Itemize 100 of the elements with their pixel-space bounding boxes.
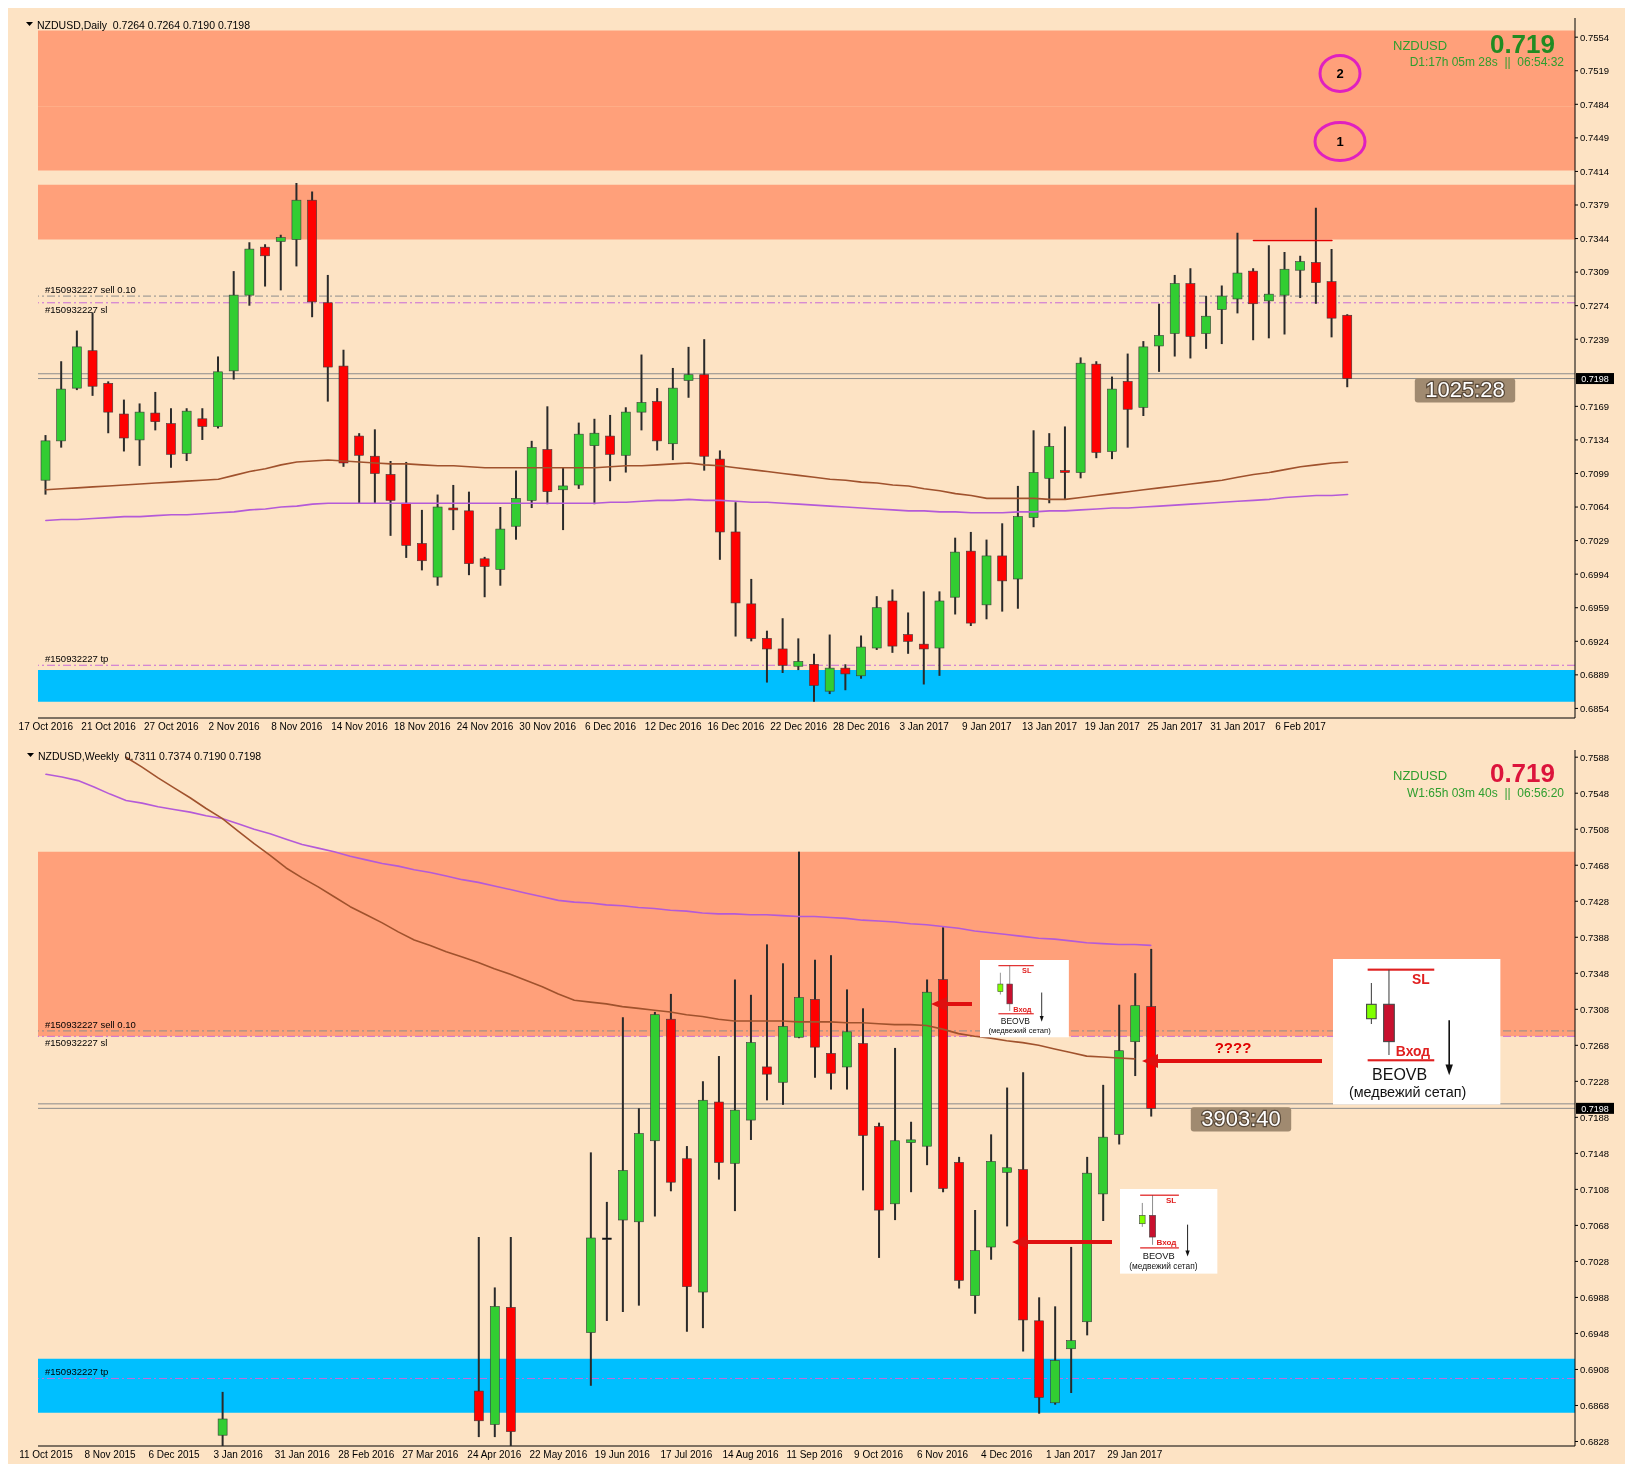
candlestick [683,346,694,398]
x-tick-label: 31 Jan 2016 [274,1449,331,1461]
x-tick-label: 11 Sep 2016 [786,1449,843,1461]
y-tick-label: 0.7134 [1580,434,1610,446]
annotation: W1:65h 03m 40s || 06:56:20 [1407,786,1565,800]
ref-line-label: 0.7198 [1581,1103,1609,1114]
annotation: 0.719 [1489,758,1555,788]
y-tick-label: 0.7148 [1580,1147,1610,1159]
y-tick-label: 0.6868 [1580,1399,1610,1411]
x-tick-label: 17 Jul 2016 [660,1449,713,1461]
x-tick-label: 27 Mar 2016 [402,1449,459,1461]
ref-line-label: #150932227 sl [45,1037,108,1049]
candlestick [150,391,161,431]
candlestick [1066,1246,1076,1393]
y-tick-label: 0.7344 [1580,232,1610,244]
candlestick [1311,207,1321,304]
y-tick-label: 0.7379 [1580,199,1610,211]
annotation: NZDUSD [1393,38,1448,53]
annotation: (медвежий сетап) [1129,1261,1198,1272]
x-tick-label: 25 Jan 2017 [1147,721,1204,733]
y-tick-label: 0.7268 [1580,1039,1610,1051]
annotation: SL [1412,970,1431,987]
x-tick-label: 1 Jan 2017 [1045,1449,1096,1461]
candlestick [602,1201,612,1321]
x-tick-label: 31 Jan 2017 [1210,721,1266,733]
y-tick-label: 0.6924 [1580,635,1610,647]
x-tick-label: 6 Feb 2017 [1275,721,1327,733]
y-tick-label: 0.7468 [1580,859,1610,871]
x-tick-label: 22 May 2016 [529,1449,588,1461]
candlestick [1002,1087,1012,1227]
y-tick-label: 0.7414 [1580,165,1610,177]
y-tick-label: 0.7548 [1580,787,1610,799]
candlestick [777,618,788,673]
candlestick [479,556,490,598]
x-tick-label: 6 Dec 2016 [584,721,637,733]
candlestick [840,664,851,691]
y-tick-label: 0.6994 [1580,568,1610,580]
x-tick-label: 14 Nov 2016 [331,721,389,733]
y-tick-label: 0.7388 [1580,931,1610,943]
candlestick [918,591,929,685]
chart-title: NZDUSD,Weekly 0.7311 0.7374 0.7190 0.7198 [38,750,262,762]
x-tick-label: 28 Feb 2016 [338,1449,395,1461]
y-tick-label: 0.7228 [1580,1075,1610,1087]
y-tick-label: 0.6908 [1580,1363,1610,1375]
x-tick-label: 12 Dec 2016 [644,721,702,733]
line-series [45,773,1152,947]
candlestick [558,467,568,531]
x-tick-label: 24 Apr 2016 [467,1449,522,1461]
x-tick-label: 19 Jun 2016 [594,1449,651,1461]
annotation: 1 [1336,134,1344,149]
y-tick-label: 0.7029 [1580,534,1610,546]
annotation: ???? [1214,1039,1252,1056]
annotation: BEOVB [1000,1016,1031,1027]
candlestick [275,234,286,291]
x-tick-label: 22 Dec 2016 [770,721,828,733]
candlestick [793,638,804,671]
y-tick-label: 0.7348 [1580,967,1610,979]
y-tick-label: 0.7188 [1580,1111,1610,1123]
candlestick [1216,285,1227,345]
y-tick-label: 0.7428 [1580,895,1610,907]
annotation: 1025:28 [1425,377,1505,402]
annotation: Вход [1395,1043,1431,1060]
x-tick-label: 3 Jan 2017 [899,721,950,733]
y-tick-label: 0.7274 [1580,300,1610,312]
annotation: 3903:40 [1201,1106,1281,1131]
x-tick-label: 28 Dec 2016 [833,721,891,733]
chart-title: NZDUSD,Daily 0.7264 0.7264 0.7190 0.7198 [37,19,251,31]
ref-line-label: #150932227 tp [45,653,109,665]
x-tick-label: 21 Oct 2016 [81,721,137,733]
annotation: 2 [1336,66,1344,81]
candlestick [354,433,364,504]
x-tick-label: 6 Nov 2016 [917,1449,969,1461]
candlestick [197,408,208,440]
y-tick-label: 0.7064 [1580,501,1610,513]
ref-line-label: #150932227 sell 0.10 [45,284,136,296]
candlestick [217,1391,228,1446]
candlestick [260,244,270,287]
annotation: BEOVB [1142,1251,1175,1262]
y-tick-label: 0.6889 [1580,669,1610,681]
candlestick [1201,296,1211,349]
candlestick [119,399,129,452]
x-tick-label: 17 Oct 2016 [18,721,74,733]
candlestick [826,955,836,1090]
annotation: D1:17h 05m 28s || 06:54:32 [1409,55,1565,69]
y-tick-label: 0.7449 [1580,132,1610,144]
ref-line-label: #150932227 sl [45,303,108,315]
y-tick-label: 0.7484 [1580,98,1610,110]
x-tick-label: 2 Nov 2016 [208,721,261,733]
y-tick-label: 0.6828 [1580,1435,1610,1447]
candlestick [809,653,819,702]
y-tick-label: 0.7239 [1580,333,1610,345]
y-tick-label: 0.7028 [1580,1255,1610,1267]
candlestick [903,612,913,654]
candlestick [824,634,835,695]
y-tick-label: 0.7308 [1580,1003,1610,1015]
y-tick-label: 0.6854 [1580,702,1610,714]
candlestick [370,429,380,504]
x-tick-label: 16 Dec 2016 [707,721,765,733]
annotation: (медвежий сетап) [988,1026,1052,1036]
candlestick [605,414,615,482]
